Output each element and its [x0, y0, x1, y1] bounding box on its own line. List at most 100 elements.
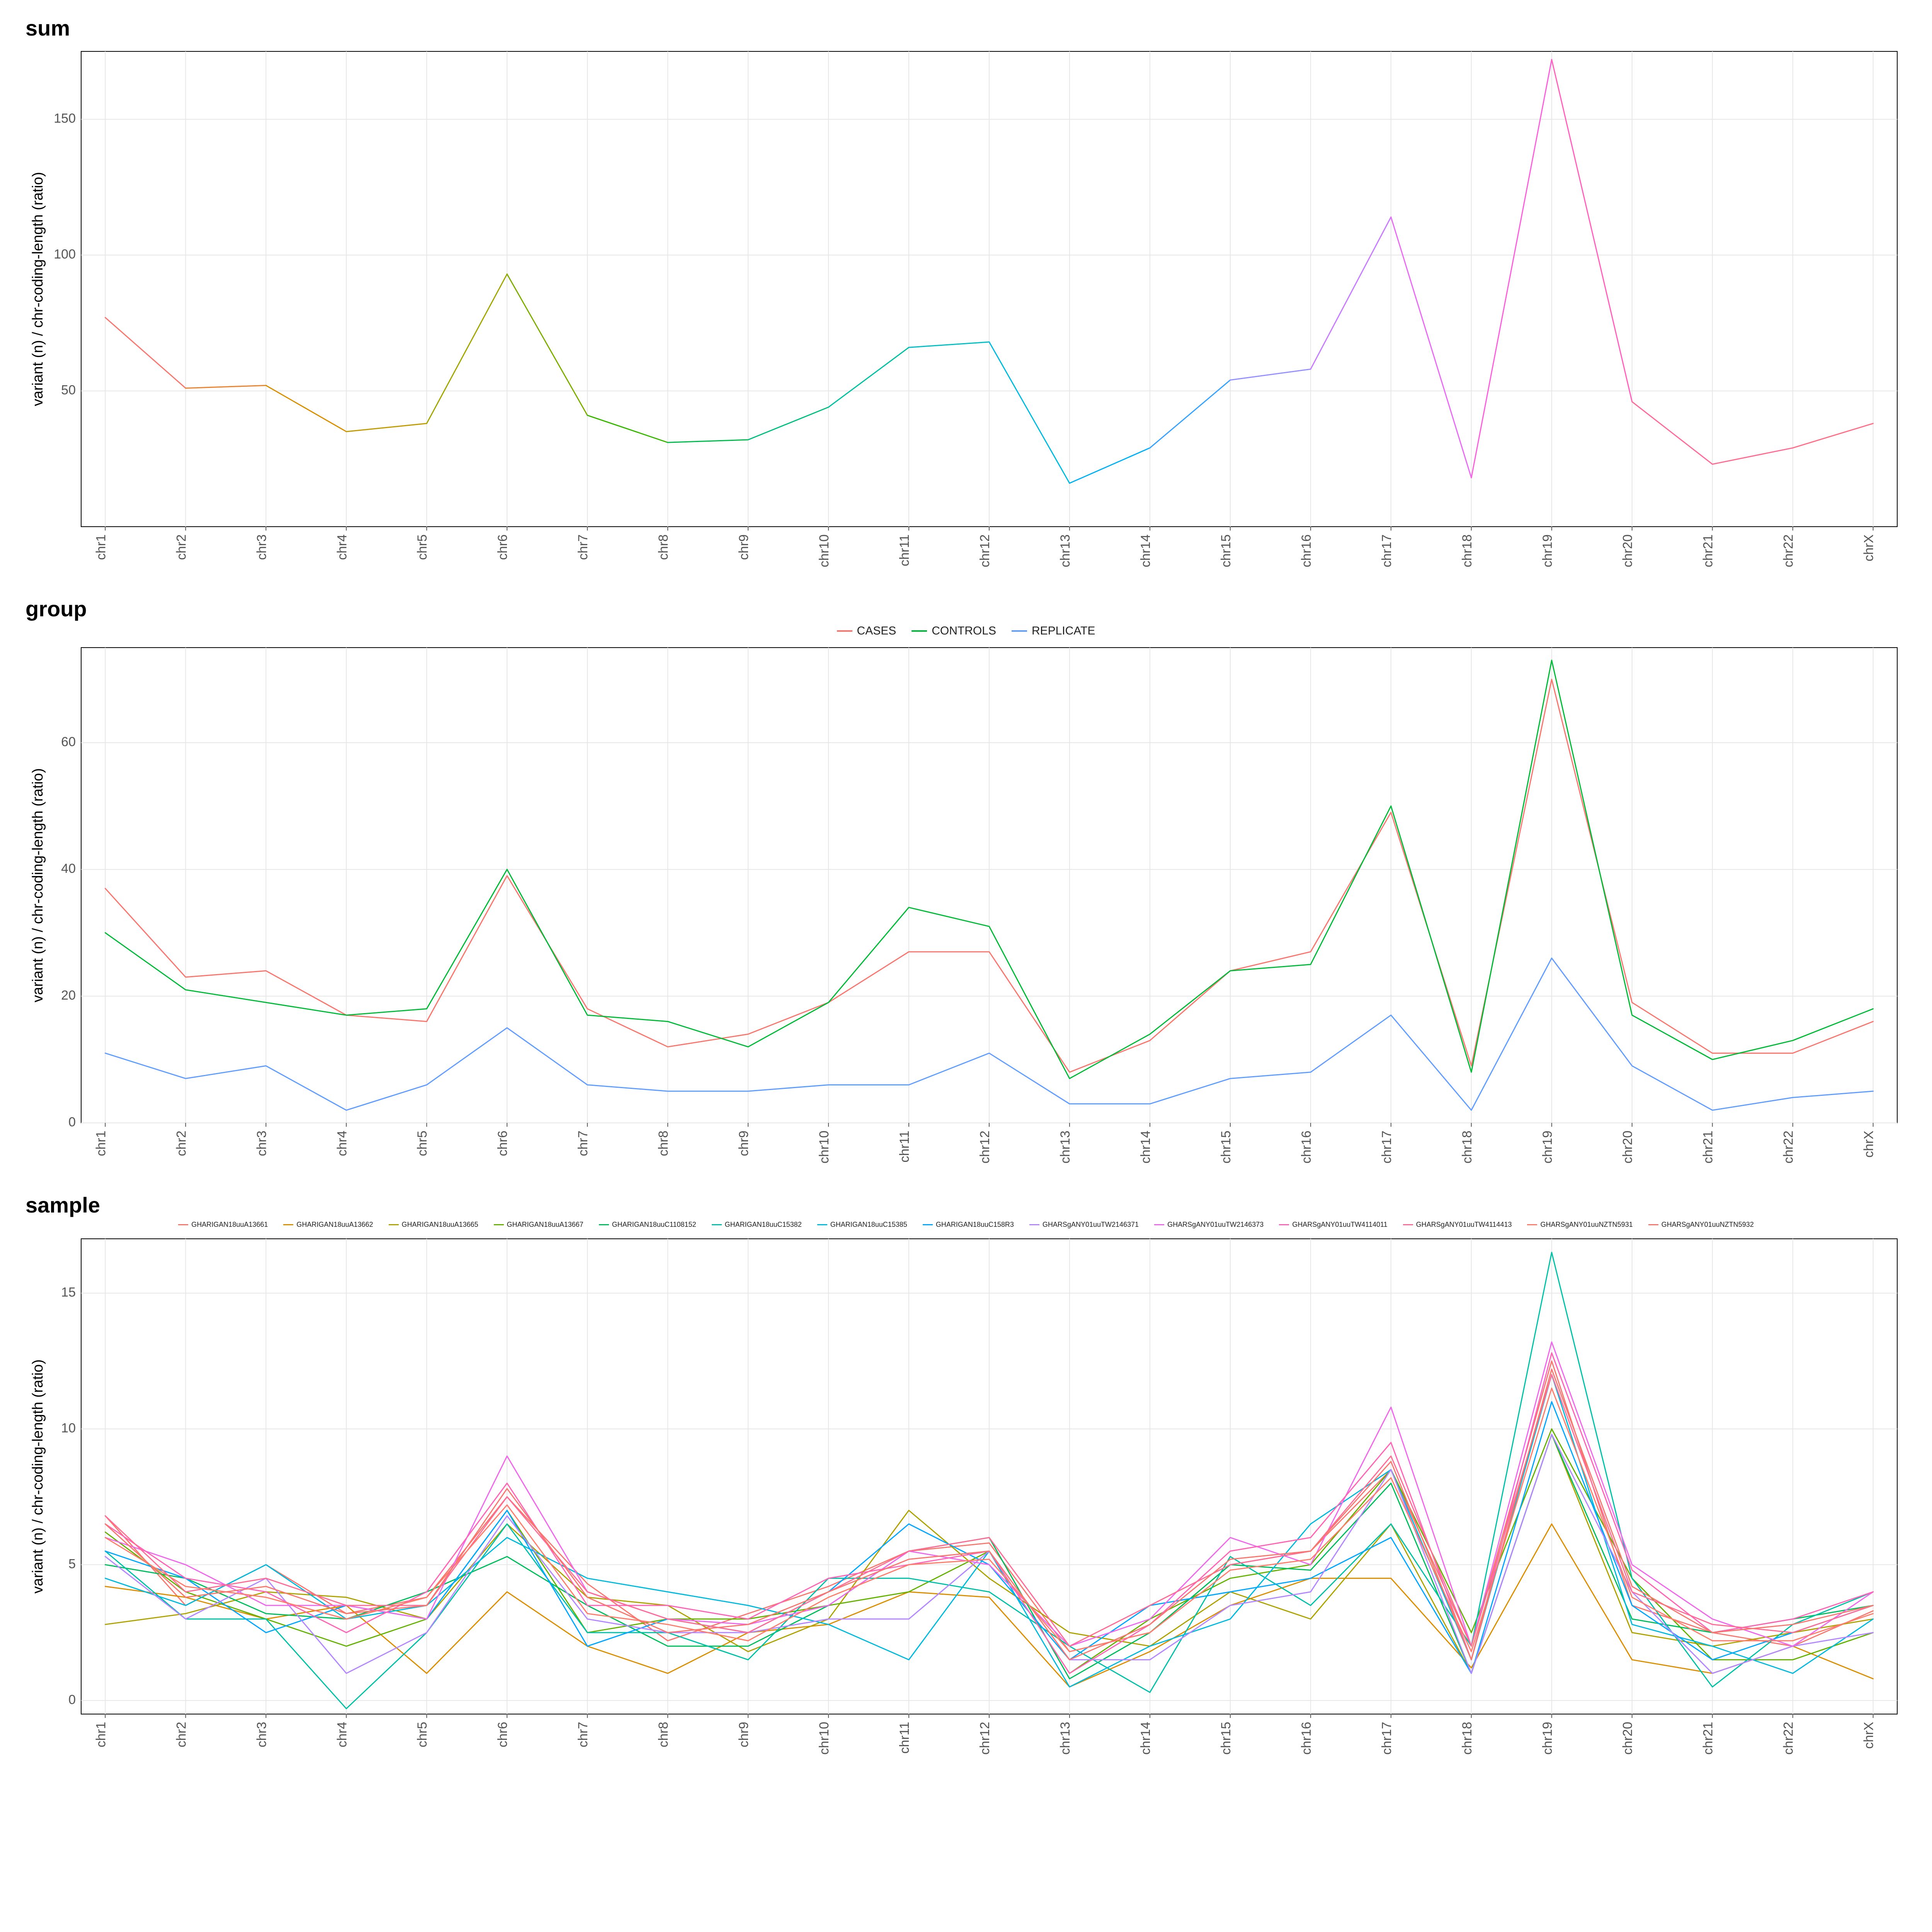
legend-label: GHARIGAN18uuC15385 — [830, 1221, 907, 1229]
svg-text:chr9: chr9 — [736, 534, 751, 560]
legend-label: GHARIGAN18uuC1108152 — [612, 1221, 696, 1229]
svg-text:chr16: chr16 — [1299, 1722, 1314, 1755]
legend-swatch — [389, 1224, 399, 1225]
legend-swatch — [599, 1224, 609, 1225]
svg-text:chr16: chr16 — [1299, 1131, 1314, 1163]
legend-swatch — [1154, 1224, 1164, 1225]
svg-text:chr1: chr1 — [94, 534, 108, 560]
svg-text:chr6: chr6 — [495, 1722, 510, 1747]
svg-text:chr14: chr14 — [1138, 1722, 1153, 1755]
legend-item: GHARSgANY01uuTW4114011 — [1279, 1221, 1387, 1229]
legend-label: GHARIGAN18uuC158R3 — [936, 1221, 1014, 1229]
svg-text:chr14: chr14 — [1138, 534, 1153, 567]
svg-text:chr17: chr17 — [1379, 1131, 1394, 1163]
legend-item: GHARIGAN18uuA13662 — [283, 1221, 373, 1229]
svg-text:chr22: chr22 — [1781, 1131, 1796, 1163]
legend-item: CASES — [837, 624, 896, 638]
svg-text:chr10: chr10 — [817, 1722, 832, 1755]
svg-text:chr2: chr2 — [174, 1722, 189, 1747]
legend-label: GHARSgANY01uuTW2146373 — [1167, 1221, 1264, 1229]
legend-swatch — [837, 630, 852, 632]
panel-sample-title: sample — [26, 1192, 1909, 1218]
svg-text:chr4: chr4 — [335, 1722, 349, 1747]
svg-text:chr19: chr19 — [1540, 1722, 1555, 1755]
legend-label: GHARIGAN18uuA13665 — [402, 1221, 478, 1229]
svg-text:chr20: chr20 — [1621, 1722, 1635, 1755]
svg-text:chr7: chr7 — [576, 534, 590, 560]
svg-text:chr3: chr3 — [254, 1722, 269, 1747]
legend-swatch — [1648, 1224, 1658, 1225]
panel-group-title: group — [26, 596, 1909, 621]
legend-label: GHARIGAN18uuC15382 — [725, 1221, 802, 1229]
svg-text:chr2: chr2 — [174, 534, 189, 560]
legend-item: GHARIGAN18uuA13667 — [494, 1221, 583, 1229]
svg-text:chr8: chr8 — [656, 534, 671, 560]
legend-item: GHARIGAN18uuC15382 — [712, 1221, 802, 1229]
svg-text:variant (n) / chr-coding-lengt: variant (n) / chr-coding-length (ratio) — [30, 172, 46, 406]
legend-swatch — [1012, 630, 1027, 632]
svg-text:chr15: chr15 — [1219, 534, 1233, 567]
svg-text:chr17: chr17 — [1379, 534, 1394, 567]
svg-text:chr4: chr4 — [335, 534, 349, 560]
svg-text:chr14: chr14 — [1138, 1131, 1153, 1163]
svg-text:chr11: chr11 — [897, 1722, 912, 1754]
svg-text:chr8: chr8 — [656, 1131, 671, 1156]
svg-text:chr19: chr19 — [1540, 1131, 1555, 1163]
svg-text:chr5: chr5 — [415, 534, 430, 560]
chart-sum: 50100150chr1chr2chr3chr4chr5chr6chr7chr8… — [23, 44, 1909, 596]
legend-group: CASESCONTROLSREPLICATE — [23, 624, 1909, 638]
svg-text:chr2: chr2 — [174, 1131, 189, 1156]
legend-item: GHARIGAN18uuA13661 — [178, 1221, 268, 1229]
svg-text:50: 50 — [61, 383, 76, 398]
legend-swatch — [1403, 1224, 1413, 1225]
legend-item: GHARIGAN18uuC158R3 — [923, 1221, 1014, 1229]
svg-text:chr12: chr12 — [978, 1131, 992, 1163]
legend-swatch — [912, 630, 927, 632]
legend-swatch — [1029, 1224, 1039, 1225]
svg-text:chr18: chr18 — [1460, 1722, 1475, 1755]
svg-text:5: 5 — [68, 1556, 76, 1571]
svg-text:chr4: chr4 — [335, 1131, 349, 1156]
svg-text:chr11: chr11 — [897, 1131, 912, 1163]
svg-text:chr13: chr13 — [1058, 1131, 1073, 1163]
svg-text:chr16: chr16 — [1299, 534, 1314, 567]
svg-text:chr18: chr18 — [1460, 1131, 1475, 1163]
legend-item: GHARSgANY01uuNZTN5932 — [1648, 1221, 1754, 1229]
legend-label: GHARIGAN18uuA13667 — [507, 1221, 583, 1229]
svg-text:chr5: chr5 — [415, 1722, 430, 1747]
svg-text:chr3: chr3 — [254, 1131, 269, 1156]
svg-text:chr15: chr15 — [1219, 1722, 1233, 1755]
svg-text:chr17: chr17 — [1379, 1722, 1394, 1755]
svg-text:chr15: chr15 — [1219, 1131, 1233, 1163]
legend-item: GHARSgANY01uuTW2146371 — [1029, 1221, 1139, 1229]
legend-swatch — [1279, 1224, 1289, 1225]
svg-text:chr13: chr13 — [1058, 534, 1073, 567]
svg-text:chr3: chr3 — [254, 534, 269, 560]
legend-swatch — [923, 1224, 933, 1225]
svg-text:chr6: chr6 — [495, 1131, 510, 1156]
legend-item: GHARIGAN18uuC1108152 — [599, 1221, 696, 1229]
legend-item: GHARSgANY01uuTW4114413 — [1403, 1221, 1512, 1229]
svg-text:150: 150 — [54, 111, 76, 126]
legend-label: CASES — [857, 624, 896, 638]
svg-text:chr8: chr8 — [656, 1722, 671, 1747]
legend-label: GHARIGAN18uuA13662 — [296, 1221, 373, 1229]
legend-label: GHARSgANY01uuTW2146371 — [1043, 1221, 1139, 1229]
legend-swatch — [1527, 1224, 1537, 1225]
svg-text:0: 0 — [68, 1692, 76, 1707]
legend-label: REPLICATE — [1032, 624, 1095, 638]
legend-label: GHARSgANY01uuTW4114413 — [1416, 1221, 1512, 1229]
svg-text:chr9: chr9 — [736, 1722, 751, 1747]
legend-swatch — [283, 1224, 293, 1225]
svg-text:chr1: chr1 — [94, 1131, 108, 1156]
svg-text:chrX: chrX — [1862, 1131, 1876, 1158]
svg-text:chr11: chr11 — [897, 534, 912, 566]
svg-text:chrX: chrX — [1862, 1722, 1876, 1749]
svg-text:chr21: chr21 — [1701, 534, 1716, 567]
svg-text:chr7: chr7 — [576, 1131, 590, 1156]
svg-text:chr5: chr5 — [415, 1131, 430, 1156]
svg-text:chr1: chr1 — [94, 1722, 108, 1747]
svg-text:chr19: chr19 — [1540, 534, 1555, 567]
svg-text:chr6: chr6 — [495, 534, 510, 560]
svg-text:chr10: chr10 — [817, 1131, 832, 1163]
